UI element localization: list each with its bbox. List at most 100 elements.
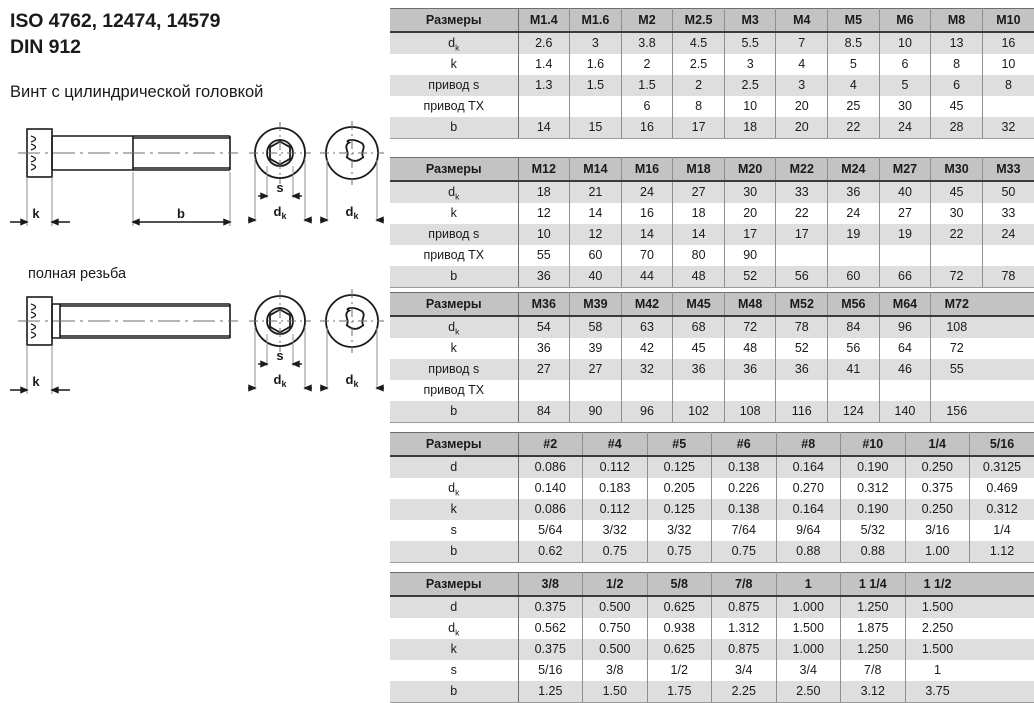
cell	[930, 245, 983, 266]
cell: 0.250	[905, 456, 970, 478]
cell: 0.88	[840, 541, 906, 563]
cell: 46	[879, 359, 932, 380]
column-header-1/2: 1/2	[582, 572, 648, 597]
cell: 78	[775, 316, 829, 338]
cell: 78	[982, 266, 1034, 288]
cell: 0.938	[647, 618, 712, 639]
cell: 140	[879, 401, 932, 423]
table-row: привод s 27 27 32 36 36 36 41 46 55	[390, 359, 1034, 380]
cell: 41	[827, 359, 880, 380]
cell: 54	[518, 316, 571, 338]
cell: 0.625	[647, 596, 712, 618]
cell: 1.312	[711, 618, 777, 639]
column-header-M33: M33	[982, 157, 1034, 182]
cell: 3/8	[582, 660, 648, 681]
cell: 4.5	[672, 32, 725, 54]
cell: 20	[724, 203, 777, 224]
cell: 1/2	[647, 660, 712, 681]
column-header-M10: M10	[982, 8, 1034, 33]
cell: 55	[930, 359, 983, 380]
dim-label-k-bottom: k	[32, 374, 40, 389]
cell: 27	[518, 359, 571, 380]
cell: 0.086	[518, 456, 583, 478]
cell: 1.250	[840, 639, 906, 660]
cell: 8	[672, 96, 725, 117]
row-label-d: dk	[390, 478, 519, 499]
cell: 18	[518, 181, 571, 203]
cell: 64	[879, 338, 932, 359]
column-header-M30: M30	[930, 157, 983, 182]
spec-table-metric-small: Размеры M1.4 M1.6 M2 M2.5 M3 M4 M5 M6 M8 M10 dk 2.6 3…	[390, 8, 1034, 139]
column-header-M22: M22	[775, 157, 829, 182]
table-wrap-3: Размеры #2 #4 #5 #6 #8 #10 1/4 5/16 d 0.086 0.112 0.…	[390, 432, 1034, 563]
cell: 50	[982, 181, 1034, 203]
column-header-1 1/4: 1 1/4	[840, 572, 906, 597]
cell: 1.3	[518, 75, 571, 96]
cell: 0.164	[776, 456, 841, 478]
cell: 0.312	[840, 478, 906, 499]
column-header-dimension: Размеры	[390, 572, 519, 597]
cell: 3.8	[621, 32, 674, 54]
column-header-#2: #2	[518, 432, 583, 457]
cell: 68	[672, 316, 725, 338]
row-label-привод-TX: привод TX	[390, 245, 519, 266]
table-row: k 1.4 1.6 2 2.5 3 4 5 6 8 10	[390, 54, 1034, 75]
table-row: k 12 14 16 18 20 22 24 27 30 33	[390, 203, 1034, 224]
cell: 45	[930, 181, 983, 203]
cell: 40	[569, 266, 622, 288]
cell: 21	[569, 181, 622, 203]
cell: 6	[879, 54, 932, 75]
cell: 5	[827, 54, 880, 75]
dim-label-dk-top-torx: dk	[346, 204, 360, 221]
cell: 20	[775, 96, 829, 117]
cell	[518, 96, 571, 117]
cell: 0.138	[711, 499, 777, 520]
cell	[827, 245, 880, 266]
cell: 1.000	[776, 596, 841, 618]
row-label-привод-TX: привод TX	[390, 96, 519, 117]
column-header-M14: M14	[569, 157, 622, 182]
cell: 14	[621, 224, 674, 245]
cell: 0.250	[905, 499, 970, 520]
cell: 16	[982, 32, 1034, 54]
cell: 36	[518, 338, 571, 359]
cell: 0.183	[582, 478, 648, 499]
cell: 0.226	[711, 478, 777, 499]
cell: 10	[724, 96, 777, 117]
column-header-M16: M16	[621, 157, 674, 182]
table-row: s 5/64 3/32 3/32 7/64 9/64 5/32 3/16 1/4	[390, 520, 1034, 541]
row-label-k: k	[390, 639, 519, 660]
cell: 3/4	[711, 660, 777, 681]
cell: 0.270	[776, 478, 841, 499]
cell: 24	[621, 181, 674, 203]
cell: 7/64	[711, 520, 777, 541]
cell: 27	[569, 359, 622, 380]
column-header-M20: M20	[724, 157, 777, 182]
cell: 3.75	[905, 681, 970, 703]
table-row: dk 18 21 24 27 30 33 36 40 45 50	[390, 181, 1034, 203]
table-wrap-0: Размеры M1.4 M1.6 M2 M2.5 M3 M4 M5 M6 M8 M10 dk 2.6 3…	[390, 8, 1034, 139]
cell: 70	[621, 245, 674, 266]
column-header-M18: M18	[672, 157, 725, 182]
cell: 72	[930, 266, 983, 288]
column-header-M5: M5	[827, 8, 880, 33]
screw-drawing-partial-thread: k b	[10, 121, 384, 226]
cell: 0.750	[582, 618, 648, 639]
table-header-row: Размеры M36 M39 M42 M45 M48 M52 M56 M64 M72	[390, 292, 1034, 317]
cell: 0.875	[711, 639, 777, 660]
cell: 0.375	[905, 478, 970, 499]
cell: 0.88	[776, 541, 841, 563]
cell: 7/8	[840, 660, 906, 681]
table-row: dk 0.140 0.183 0.205 0.226 0.270 0.312 0.375 0.4…	[390, 478, 1034, 499]
cell	[969, 596, 1034, 618]
table-row: k 0.375 0.500 0.625 0.875 1.000 1.250 1.500	[390, 639, 1034, 660]
cell: 0.138	[711, 456, 777, 478]
column-header-M3: M3	[724, 8, 777, 33]
row-label-k: k	[390, 499, 519, 520]
column-header-M1.4: M1.4	[518, 8, 571, 33]
screw-drawing-full-thread: k s dk	[10, 289, 384, 394]
cell: 0.112	[582, 499, 648, 520]
cell: 1.50	[582, 681, 648, 703]
cell: 24	[982, 224, 1034, 245]
cell: 9/64	[776, 520, 841, 541]
